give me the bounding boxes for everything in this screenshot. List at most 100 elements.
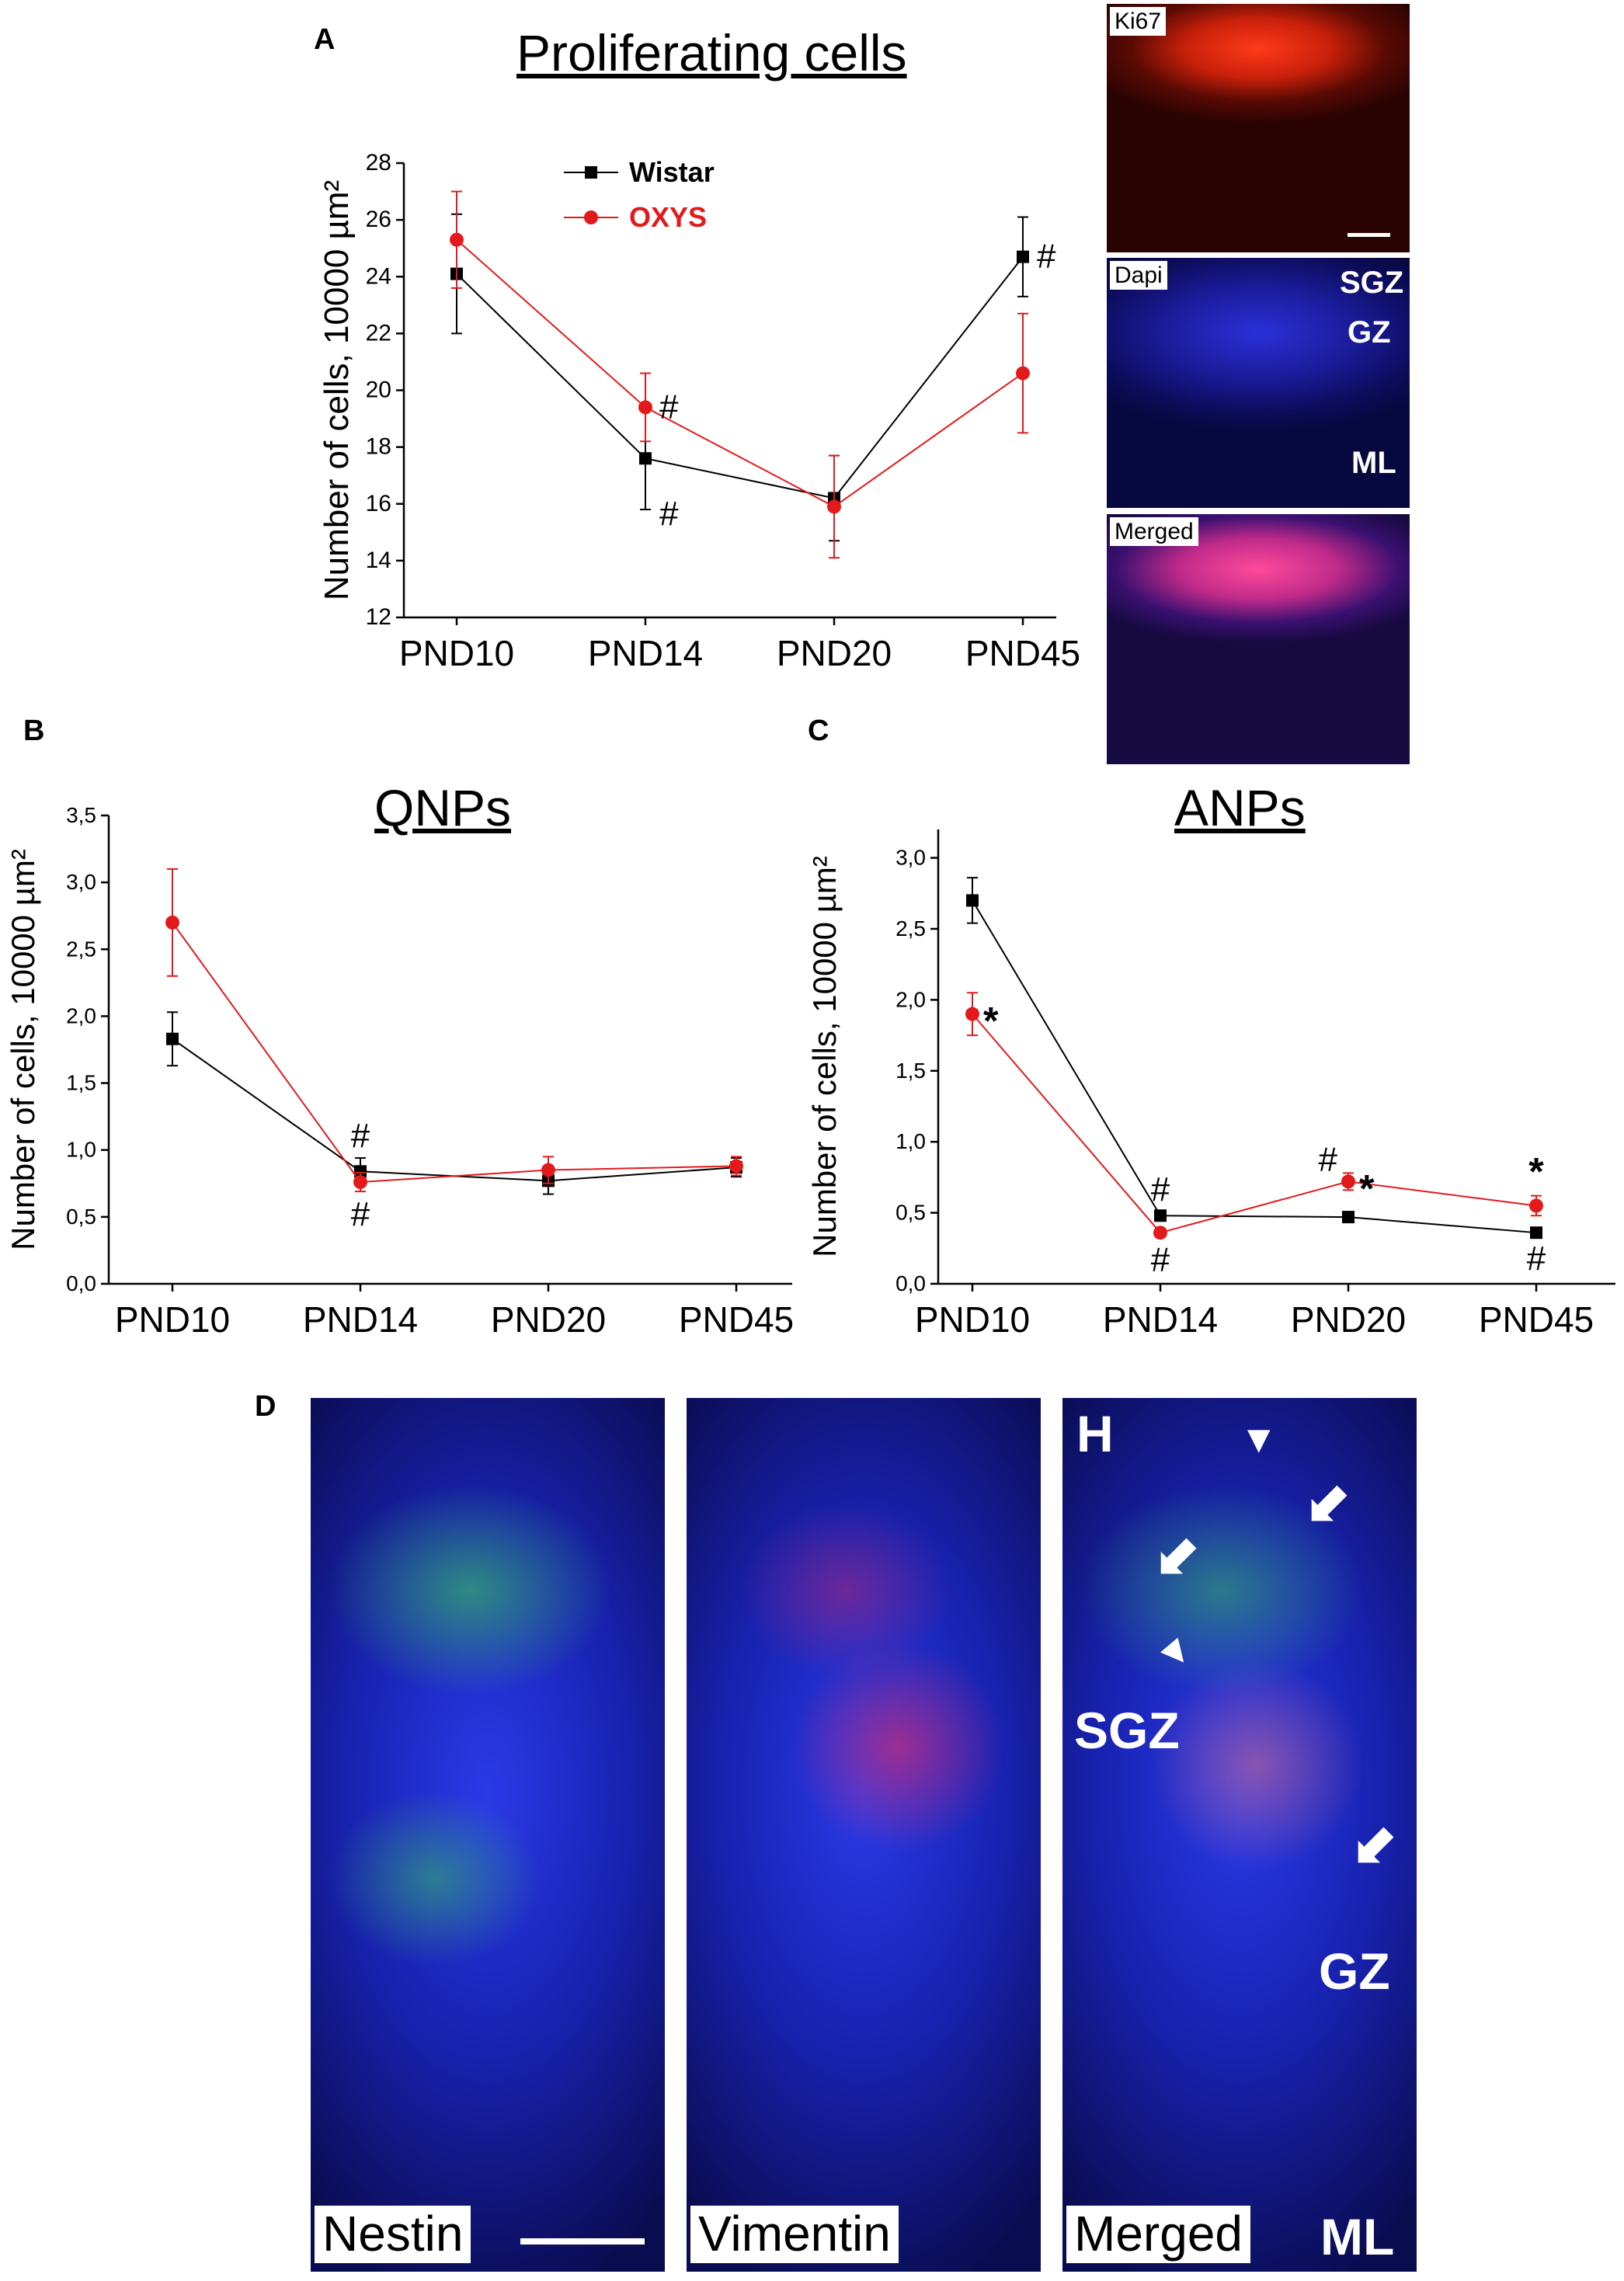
y-tick-label: 3,5	[66, 803, 96, 827]
micrograph-merged-a: Merged	[1107, 514, 1410, 764]
y-tick-label: 1,0	[66, 1138, 96, 1162]
x-tick-label: PND10	[115, 1299, 230, 1340]
chart-title-a: Proliferating cells	[516, 24, 907, 82]
y-tick-label: 3,0	[66, 870, 96, 894]
arrow-icon: ⬋	[1305, 1473, 1351, 1533]
micrograph-ki67: Ki67	[1107, 4, 1410, 252]
series-line-0	[972, 899, 1537, 1234]
arrowhead-icon: ▼	[1240, 1417, 1278, 1461]
micrograph-nestin: Nestin	[311, 1398, 665, 2272]
significance-marker: #	[1527, 1240, 1546, 1278]
series-line-1	[456, 238, 1024, 508]
data-point	[541, 1163, 555, 1177]
series-line-0	[172, 1038, 737, 1182]
panel-letter-c: C	[808, 715, 829, 747]
y-tick-label: 0,0	[895, 1271, 926, 1295]
x-tick-label: PND45	[679, 1299, 794, 1340]
series-line-1	[972, 1014, 1537, 1234]
micrograph-tag-ml: ML	[1320, 2208, 1395, 2265]
data-point	[1017, 250, 1029, 263]
significance-marker: #	[659, 388, 679, 426]
y-tick-label: 22	[366, 320, 391, 346]
y-tick-label: 2,0	[66, 1003, 96, 1027]
x-tick-label: PND10	[399, 633, 514, 673]
x-tick-label: PND10	[915, 1299, 1030, 1340]
micrograph-vimentin: Vimentin	[687, 1398, 1041, 2272]
y-tick-label: 16	[366, 491, 391, 516]
y-axis-label: Number of cells, 10000 µm²	[318, 180, 356, 600]
x-tick-label: PND20	[1291, 1299, 1406, 1340]
micrograph-dapi: Dapi SGZ GZ ML	[1107, 258, 1410, 508]
micrograph-tag-gz: GZ	[1319, 1942, 1390, 2000]
arrowhead-icon: ▼	[1146, 1622, 1204, 1681]
series-line-1	[172, 922, 737, 1184]
scale-bar	[520, 2238, 645, 2244]
y-tick-label: 1,0	[895, 1129, 926, 1153]
micrograph-tag-sgz: SGZ	[1340, 266, 1404, 300]
y-tick-label: 2,5	[895, 916, 926, 941]
data-point	[729, 1159, 743, 1174]
series-line-0	[456, 256, 1024, 499]
data-point	[639, 452, 652, 465]
y-tick-label: 24	[366, 263, 391, 289]
data-point	[1529, 1198, 1543, 1213]
data-point	[966, 894, 979, 907]
x-tick-label: PND45	[1479, 1299, 1594, 1340]
micrograph-label: Vimentin	[690, 2206, 899, 2263]
significance-marker: *	[983, 1000, 999, 1043]
y-tick-label: 2,0	[895, 987, 926, 1011]
arrow-icon: ⬋	[1154, 1525, 1200, 1586]
y-tick-label: 14	[366, 548, 391, 573]
y-tick-label: 1,5	[895, 1059, 926, 1083]
data-point	[353, 1175, 367, 1190]
significance-marker: #	[1319, 1140, 1338, 1178]
micrograph-label: Merged	[1066, 2206, 1250, 2263]
legend-marker	[585, 166, 597, 179]
significance-marker: *	[1359, 1167, 1375, 1210]
y-tick-label: 18	[366, 434, 391, 460]
significance-marker: #	[1151, 1241, 1170, 1279]
data-point	[354, 1165, 367, 1178]
micrograph-label: Nestin	[315, 2206, 471, 2263]
scale-bar	[1348, 233, 1390, 237]
y-tick-label: 3,0	[895, 846, 926, 870]
x-tick-label: PND14	[303, 1299, 418, 1340]
data-point	[638, 400, 652, 415]
data-point	[1530, 1226, 1542, 1240]
data-point	[1154, 1209, 1167, 1222]
micrograph-tag-ml: ML	[1351, 446, 1396, 480]
significance-marker: #	[351, 1117, 370, 1155]
y-axis-label: Number of cells, 10000 µm²	[5, 849, 41, 1250]
legend-label: OXYS	[629, 201, 707, 233]
data-point	[1153, 1226, 1167, 1240]
y-tick-label: 0,0	[66, 1271, 96, 1295]
y-tick-label: 26	[366, 207, 391, 232]
x-tick-label: PND14	[1103, 1299, 1218, 1340]
data-point	[165, 915, 179, 930]
data-point	[450, 232, 464, 247]
panel-letter-b: B	[23, 715, 45, 747]
x-tick-label: PND20	[777, 633, 892, 673]
significance-marker: #	[1037, 238, 1056, 276]
chart-title-c: ANPs	[1174, 779, 1306, 836]
y-tick-label: 28	[366, 150, 391, 176]
data-point	[827, 499, 841, 514]
data-point	[1342, 1211, 1354, 1224]
panel-letter-d: D	[255, 1390, 276, 1423]
micrograph-label: Dapi	[1110, 261, 1167, 290]
chart-proliferating-cells: 12 14 16 18 20 22 24 26 28 PND10 PND14 PND20 PND45 Nu…	[318, 150, 1080, 673]
micrograph-label: Merged	[1110, 517, 1198, 546]
legend-marker	[584, 210, 598, 224]
data-point	[166, 1032, 179, 1045]
significance-marker: #	[1151, 1170, 1170, 1208]
x-tick-label: PND20	[491, 1299, 606, 1340]
chart-qnps: 0,0 0,5 1,0 1,5 2,0 2,5 3,0 3,5 PND10 PND14 PND20 P…	[5, 803, 794, 1340]
y-axis-label: Number of cells, 10000 µm²	[808, 856, 843, 1257]
y-tick-label: 20	[366, 377, 391, 403]
significance-marker: #	[659, 495, 679, 533]
panel-letter-a: A	[314, 23, 336, 56]
significance-marker: #	[351, 1195, 370, 1233]
chart-anps: 0,0 0,5 1,0 1,5 2,0 2,5 3,0 PND10 PND14 PND20 PND4…	[808, 829, 1615, 1340]
data-point	[1341, 1174, 1355, 1189]
arrow-icon: ⬋	[1351, 1814, 1397, 1875]
